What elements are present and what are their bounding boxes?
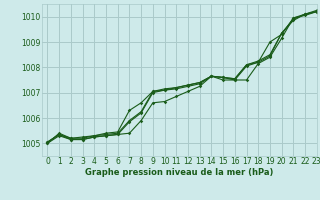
X-axis label: Graphe pression niveau de la mer (hPa): Graphe pression niveau de la mer (hPa) — [85, 168, 273, 177]
